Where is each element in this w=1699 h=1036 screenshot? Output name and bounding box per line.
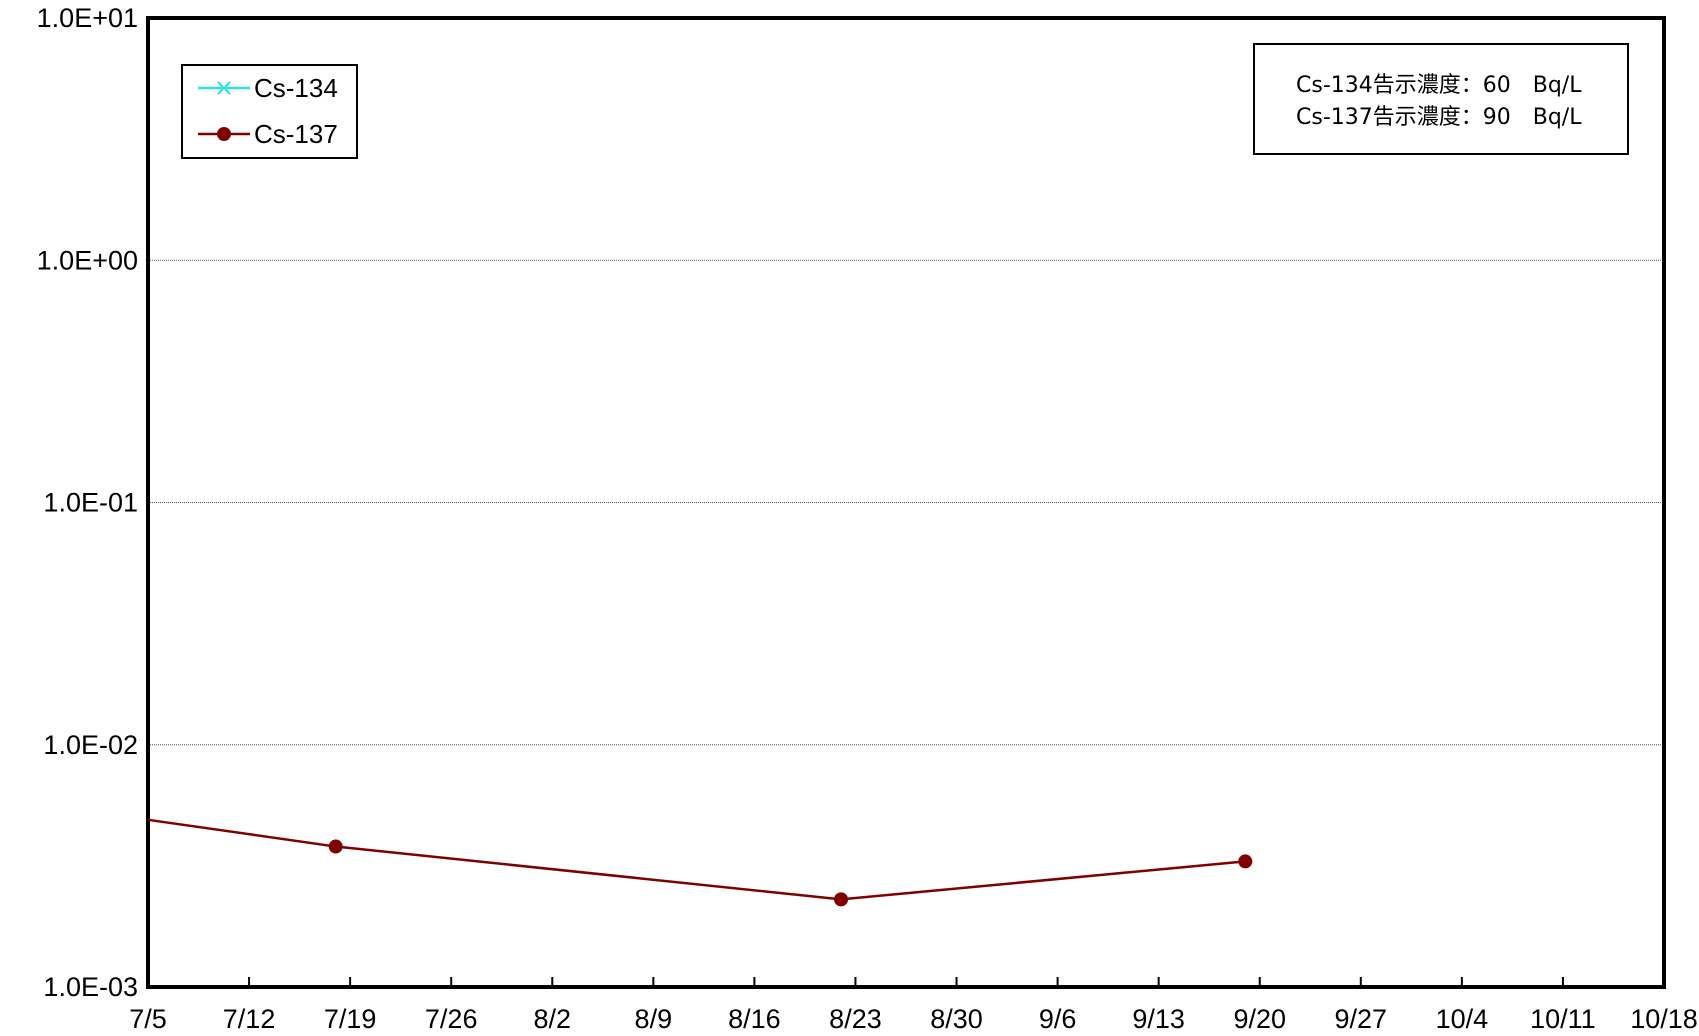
y-tick-label: 1.0E+01 [37,3,138,33]
annotation-box: Cs-134告示濃度：60 Bq/L Cs-137告示濃度：90 Bq/L [1253,43,1629,155]
y-tick-label: 1.0E-03 [43,972,138,1002]
x-tick-label: 8/23 [829,1004,882,1034]
x-tick-label: 7/19 [324,1004,377,1034]
data-point-cs-137 [834,892,849,907]
data-point-cs-137 [328,839,343,854]
legend-label-cs-137: Cs-137 [254,119,338,149]
series-line-cs-137 [147,818,1246,901]
legend-marker-x-icon [217,81,231,95]
x-tick-label: 7/5 [129,1004,167,1034]
x-tick-label: 10/18 [1630,1004,1698,1034]
x-tick-label: 9/20 [1233,1004,1286,1034]
data-point-cs-137 [1238,854,1253,869]
annotation-line: Cs-134告示濃度：60 Bq/L [1296,73,1582,98]
x-tick-label: 8/30 [930,1004,983,1034]
x-tick-label: 7/26 [425,1004,478,1034]
plot-frame [146,16,1666,989]
gridlines [148,259,1664,746]
x-tick-label: 7/12 [223,1004,276,1034]
legend-marker-circle-icon [217,127,231,141]
series [147,818,1253,907]
x-tick-label: 9/13 [1132,1004,1185,1034]
axes: 1.0E+01 1.0E+00 1.0E-01 1.0E-02 1.0E-037/5 7/… [37,3,1698,1034]
legend-box [181,64,358,159]
x-tick-label: 10/11 [1530,1004,1596,1034]
x-tick-label: 10/4 [1436,1004,1489,1034]
legend: Cs-134 Cs-137 [181,64,358,159]
x-tick-label: 9/27 [1335,1004,1388,1034]
y-tick-label: 1.0E-01 [43,488,138,518]
annotation-line: Cs-137告示濃度：90 Bq/L [1296,105,1582,130]
y-tick-label: 1.0E-02 [43,730,138,760]
y-tick-label: 1.0E+00 [37,245,138,275]
x-tick-label: 8/2 [533,1004,571,1034]
x-tick-label: 8/9 [635,1004,673,1034]
annotation-frame [1253,43,1629,155]
x-tick-label: 8/16 [728,1004,781,1034]
legend-label-cs-134: Cs-134 [254,73,338,103]
x-tick-label: 9/6 [1039,1004,1077,1034]
